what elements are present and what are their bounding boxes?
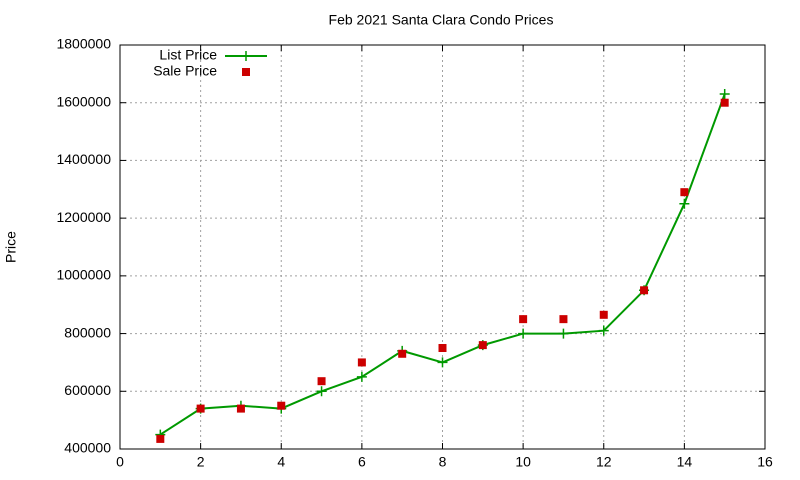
sale-price-point <box>156 434 165 443</box>
list-price-marker <box>598 325 609 336</box>
y-tick-label: 600000 <box>64 382 111 398</box>
list-price-marker <box>518 328 529 339</box>
sale-price-point <box>559 315 568 324</box>
sale-price-point <box>599 310 608 319</box>
x-tick-label: 8 <box>439 454 447 470</box>
y-tick-label: 1200000 <box>56 209 111 225</box>
y-axis-label: Price <box>3 231 19 263</box>
plot-border <box>119 44 766 450</box>
list-price-marker <box>316 386 327 397</box>
chart-title: Feb 2021 Santa Clara Condo Prices <box>329 12 554 28</box>
sale-price-point <box>438 344 447 352</box>
x-tick-label: 16 <box>757 454 773 470</box>
list-price-marker <box>437 357 448 368</box>
list-price-marker <box>719 89 730 100</box>
x-tick-label: 14 <box>677 454 693 470</box>
x-tick-label: 12 <box>596 454 612 470</box>
x-tick-label: 6 <box>358 454 366 470</box>
y-tick-label: 1600000 <box>56 93 111 109</box>
sale-price-point <box>640 286 649 295</box>
list-price-marker <box>679 198 690 209</box>
sale-price-point <box>196 404 205 413</box>
sale-price-point <box>478 341 487 350</box>
sale-price-point <box>236 404 245 413</box>
y-tick-label: 400000 <box>64 440 111 456</box>
list-price-marker <box>558 328 569 339</box>
sale-price-point <box>317 377 326 386</box>
x-tick-label: 10 <box>515 454 531 470</box>
list-price-marker <box>356 371 367 382</box>
sale-price-point <box>519 315 528 324</box>
y-tick-label: 1000000 <box>56 267 111 283</box>
legend-label: Sale Price <box>153 63 217 79</box>
sale-price-point <box>398 349 407 358</box>
legend-label: List Price <box>159 47 217 63</box>
sale-price-point <box>680 188 689 197</box>
y-tick-label: 800000 <box>64 324 111 340</box>
x-tick-label: 2 <box>197 454 205 470</box>
legend-marker <box>241 51 251 61</box>
x-tick-label: 4 <box>277 454 285 470</box>
sale-price-point <box>720 98 729 107</box>
sale-price-point <box>357 358 366 367</box>
legend-marker <box>242 68 250 76</box>
x-tick-label: 0 <box>116 454 124 470</box>
y-tick-label: 1800000 <box>56 36 111 52</box>
sale-price-point <box>277 401 286 410</box>
y-tick-label: 1400000 <box>56 151 111 167</box>
